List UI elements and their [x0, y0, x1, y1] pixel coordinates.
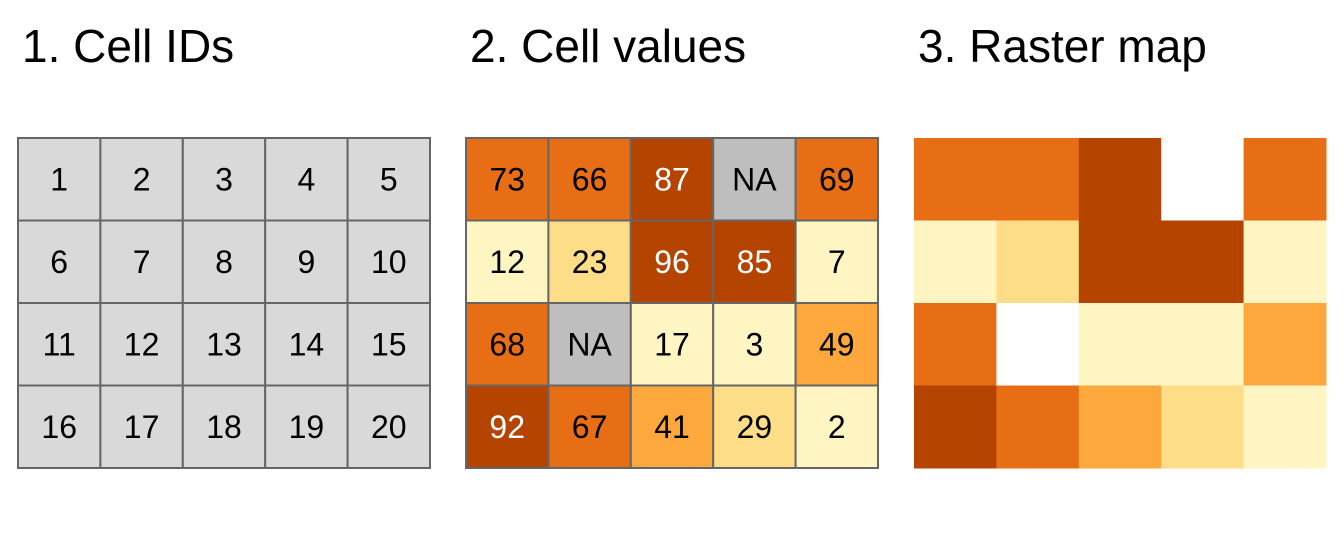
cell: [17, 137, 102, 222]
cell-value: 92: [489, 409, 525, 445]
cell-id: 7: [133, 244, 151, 280]
cell: [794, 219, 879, 304]
cell-value: 23: [572, 244, 608, 280]
cell: [17, 219, 102, 304]
cell: [629, 137, 715, 222]
raster-cell: [1078, 138, 1162, 221]
cell-value: 73: [489, 161, 525, 197]
panel-title: 3. Raster map: [918, 20, 1207, 72]
raster-cell: [1078, 385, 1162, 469]
cell: [346, 384, 432, 469]
cell: [99, 302, 184, 387]
cell-id: 18: [206, 409, 242, 445]
cell: [794, 384, 879, 469]
cell-value: 49: [819, 326, 855, 362]
cell: [99, 137, 184, 222]
cell-value: 66: [572, 161, 608, 197]
cell: [181, 384, 267, 469]
raster-cell: [996, 138, 1080, 221]
cell-value: 3: [746, 326, 764, 362]
cell-id: 19: [289, 409, 325, 445]
cell-id: 11: [43, 326, 76, 362]
raster-cell: [1078, 220, 1162, 304]
raster-cell: [1243, 303, 1327, 386]
cell-id: 3: [215, 161, 233, 197]
cell-value: 67: [572, 409, 608, 445]
cell-value: 69: [819, 161, 855, 197]
raster-cell: [996, 385, 1080, 469]
raster-cell: [1161, 138, 1245, 221]
cell-id: 14: [289, 326, 325, 362]
cell-value: 17: [654, 326, 690, 362]
raster-cell: [914, 303, 997, 386]
cell: [99, 384, 184, 469]
raster-cell: [914, 138, 997, 221]
raster-cell: [1243, 385, 1327, 469]
cell-value: NA: [567, 326, 612, 362]
panel-title: 1. Cell IDs: [22, 20, 234, 72]
cell-value: 29: [737, 409, 773, 445]
cell-id: 9: [298, 244, 316, 280]
cell: [629, 219, 715, 304]
cell: [547, 219, 632, 304]
cell-id: 12: [124, 326, 160, 362]
cell-value: 85: [737, 244, 773, 280]
raster-cell: [1161, 220, 1245, 304]
cell-value: 68: [489, 326, 525, 362]
cell-id: 17: [124, 409, 160, 445]
cell: [17, 384, 102, 469]
cell: [264, 384, 349, 469]
cell-value: 96: [654, 244, 690, 280]
cell-id: 15: [371, 326, 407, 362]
cell-id: 16: [41, 409, 77, 445]
cell: [629, 384, 715, 469]
cell-id: 5: [380, 161, 398, 197]
cell-id: 1: [50, 161, 68, 197]
cell-id: 4: [298, 161, 316, 197]
cell: [264, 302, 349, 387]
raster-cell: [914, 385, 997, 469]
cell-value: 41: [654, 409, 690, 445]
panel-title: 2. Cell values: [470, 20, 746, 72]
raster-cell: [1161, 303, 1245, 386]
cell-id: 8: [215, 244, 233, 280]
cell: [465, 137, 550, 222]
cell: [181, 219, 267, 304]
raster-cell: [1161, 385, 1245, 469]
cell: [712, 219, 797, 304]
raster-cell: [1243, 220, 1327, 304]
cell-value: 2: [828, 409, 846, 445]
raster-cell: [996, 303, 1080, 386]
cell-id: 20: [371, 409, 407, 445]
raster-cell: [914, 220, 997, 304]
cell-id: 13: [206, 326, 242, 362]
cell-id: 6: [50, 244, 68, 280]
cell-id: 2: [133, 161, 151, 197]
cell-value: 87: [654, 161, 690, 197]
cell-value: 7: [828, 244, 846, 280]
cell: [547, 384, 632, 469]
cell: [346, 219, 432, 304]
raster-cell: [996, 220, 1080, 304]
cell-id: 10: [371, 244, 407, 280]
cell: [547, 137, 632, 222]
cell-value: 12: [489, 244, 525, 280]
raster-cell: [1078, 303, 1162, 386]
raster-cell: [1243, 138, 1327, 221]
cell: [465, 302, 550, 387]
cell: [465, 384, 550, 469]
cell-value: NA: [732, 161, 777, 197]
